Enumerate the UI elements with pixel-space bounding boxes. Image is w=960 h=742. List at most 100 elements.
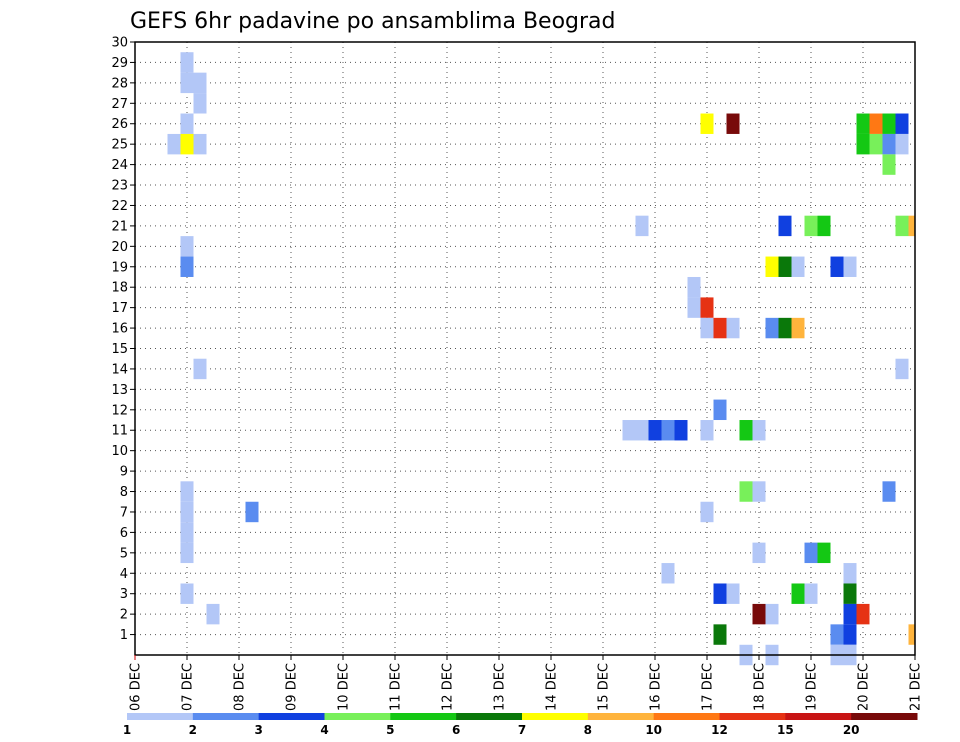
heatmap-cell	[830, 256, 844, 277]
colorbar-segment	[587, 713, 655, 720]
colorbar: 1 2 3 4 5 6 7 8 10 12 15 20	[123, 713, 918, 737]
x-tick-label: 12 DEC	[441, 663, 456, 711]
heatmap-cell	[895, 113, 909, 134]
y-tick-label: 4	[120, 567, 128, 582]
heatmap-cell	[180, 113, 194, 134]
colorbar-segment	[192, 713, 260, 720]
heatmap-cell	[791, 317, 805, 339]
x-tick-label: 08 DEC	[233, 663, 248, 711]
y-tick-label: 7	[120, 505, 128, 520]
colorbar-segment	[456, 713, 523, 720]
heatmap-cell	[869, 133, 883, 155]
heatmap-cell	[752, 603, 766, 625]
heatmap-cell	[843, 583, 857, 604]
heatmap-cell	[882, 133, 896, 155]
heatmap-cell	[882, 481, 896, 502]
heatmap-cell	[817, 215, 831, 237]
heatmap-cell	[635, 420, 649, 441]
x-tick-label: 09 DEC	[285, 663, 300, 711]
x-tick-label: 13 DEC	[493, 663, 508, 711]
y-tick-label: 9	[120, 465, 128, 480]
heatmap-cell	[791, 256, 805, 277]
y-tick-label: 23	[111, 179, 128, 194]
heatmap-cell	[895, 358, 909, 380]
heatmap-cell	[180, 481, 194, 502]
x-tick-label: 10 DEC	[337, 663, 352, 711]
heatmap-cell	[726, 583, 740, 604]
y-tick-label: 20	[111, 240, 128, 255]
heatmap-cell	[193, 133, 207, 155]
heatmap-cell	[674, 420, 688, 441]
colorbar-label: 15	[777, 723, 794, 737]
colorbar-segment	[324, 713, 391, 720]
y-tick-label: 5	[120, 546, 128, 561]
y-tick-label: 10	[111, 444, 128, 459]
y-tick-label: 30	[111, 36, 128, 51]
colorbar-label: 5	[386, 723, 394, 737]
y-tick-label: 14	[111, 362, 128, 377]
heatmap-cell	[713, 624, 727, 645]
y-tick-label: 13	[111, 383, 128, 398]
heatmap-cell	[804, 583, 818, 604]
colorbar-segment	[127, 713, 194, 720]
heatmap-cell	[661, 420, 675, 441]
x-tick-label: 17 DEC	[701, 663, 716, 711]
heatmap-cell	[180, 542, 194, 564]
heatmap-cell	[843, 603, 857, 625]
heatmap-cell	[193, 72, 207, 94]
heatmap-cell	[687, 276, 701, 298]
heatmap-cell	[193, 358, 207, 380]
chart-title: GEFS 6hr padavine po ansamblima Beograd	[130, 9, 616, 34]
heatmap-cell	[700, 297, 714, 318]
y-tick-label: 11	[111, 424, 128, 439]
x-tick-label: 20 DEC	[857, 663, 872, 711]
y-tick-label: 29	[111, 56, 128, 71]
heatmap-cell	[180, 133, 194, 155]
heatmap-cell	[180, 501, 194, 523]
heatmap-cell	[661, 563, 675, 584]
x-axis: 06 DEC 07 DEC 08 DEC 09 DEC 10 DEC 11 DEC 12 D…	[129, 655, 924, 711]
heatmap-cell	[180, 256, 194, 277]
colorbar-segment	[390, 713, 457, 720]
colorbar-segment	[785, 713, 852, 720]
heatmap-cell	[830, 624, 844, 645]
heatmap-cells	[167, 52, 915, 666]
heatmap-cell	[713, 583, 727, 604]
heatmap-cell	[778, 256, 792, 277]
colorbar-label: 4	[320, 723, 328, 737]
y-tick-label: 28	[111, 76, 128, 91]
y-tick-label: 6	[120, 526, 128, 541]
colorbar-segment	[653, 713, 720, 720]
heatmap-cell	[713, 399, 727, 421]
y-tick-label: 2	[120, 608, 128, 623]
colorbar-segment	[719, 713, 786, 720]
heatmap-cell	[765, 603, 779, 625]
heatmap-cell	[180, 522, 194, 543]
colorbar-segment	[522, 713, 589, 720]
y-tick-label: 26	[111, 117, 128, 132]
heatmap-cell	[180, 52, 194, 73]
colorbar-label: 2	[189, 723, 197, 737]
heatmap-cell	[843, 624, 857, 645]
heatmap-cell	[245, 501, 259, 523]
y-tick-label: 12	[111, 403, 128, 418]
colorbar-label: 7	[518, 723, 526, 737]
heatmap-cell	[778, 215, 792, 237]
x-tick-label: 14 DEC	[545, 663, 560, 711]
y-tick-label: 8	[120, 485, 128, 500]
heatmap-cell	[843, 256, 857, 277]
heatmap-cell	[791, 583, 805, 604]
heatmap-cell	[726, 317, 740, 339]
heatmap-cell	[700, 420, 714, 441]
heatmap-cell	[752, 481, 766, 502]
heatmap-cell	[843, 563, 857, 584]
heatmap-cell	[804, 215, 818, 237]
colorbar-segment	[851, 713, 918, 720]
heatmap-cell	[700, 501, 714, 523]
heatmap-cell	[752, 420, 766, 441]
heatmap-cell	[739, 420, 753, 441]
y-tick-label: 19	[111, 260, 128, 275]
colorbar-label: 6	[452, 723, 460, 737]
heatmap-cell	[713, 317, 727, 339]
